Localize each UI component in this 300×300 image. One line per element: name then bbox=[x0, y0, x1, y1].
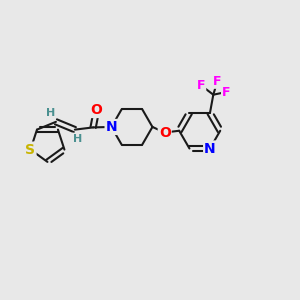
Text: O: O bbox=[91, 103, 102, 117]
Text: O: O bbox=[159, 125, 171, 140]
Text: N: N bbox=[204, 142, 216, 155]
Text: S: S bbox=[26, 142, 35, 157]
Text: F: F bbox=[222, 85, 230, 98]
Text: F: F bbox=[213, 75, 222, 88]
Text: N: N bbox=[106, 120, 117, 134]
Text: F: F bbox=[197, 79, 205, 92]
Text: H: H bbox=[46, 108, 55, 118]
Text: H: H bbox=[73, 134, 82, 143]
